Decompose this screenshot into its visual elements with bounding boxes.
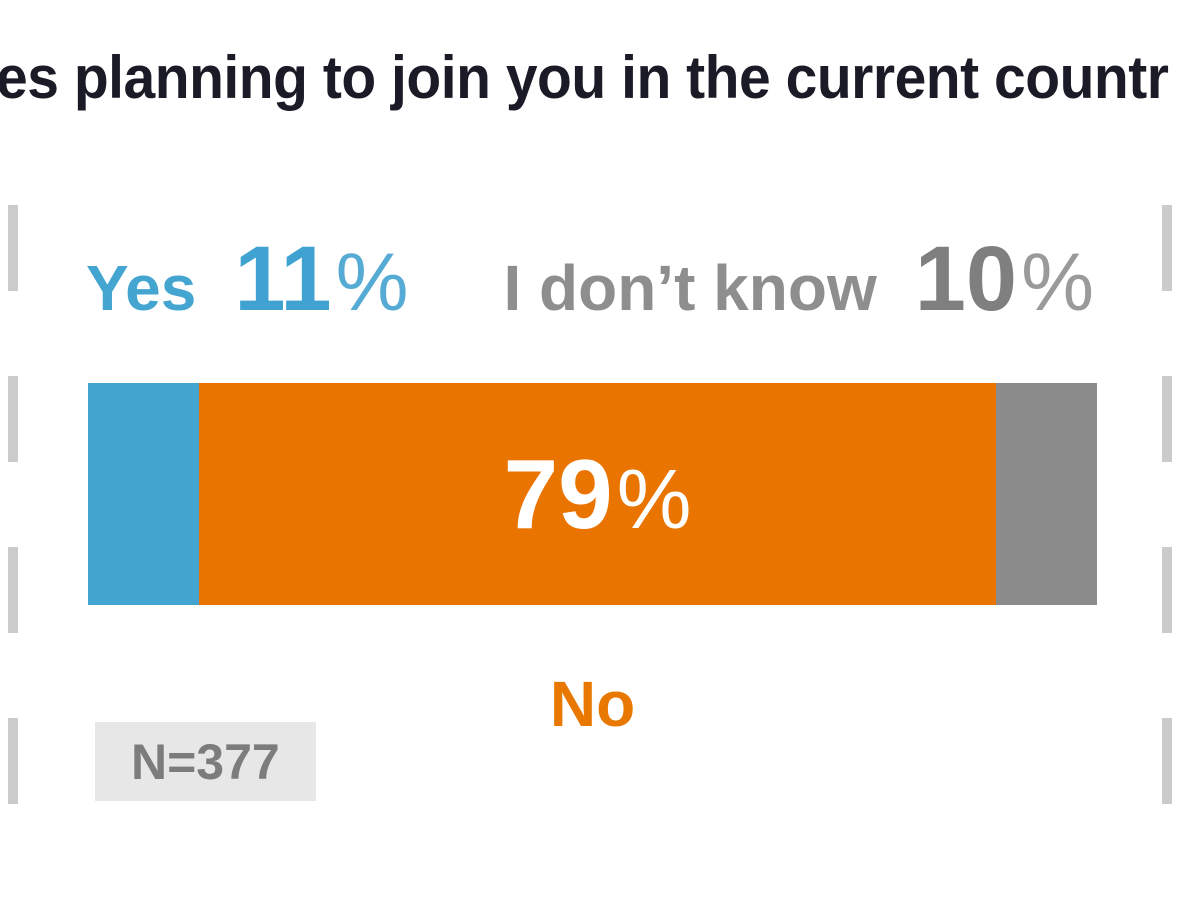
yes-category-label: Yes [86, 252, 197, 324]
right-dashed-border [1162, 205, 1172, 805]
no-value: 79 [503, 439, 613, 549]
dont-know-category-label: I don’t know [503, 252, 877, 324]
no-percent-sign: % [616, 452, 692, 546]
no-category-label: No [549, 668, 636, 740]
bar-segment-no: 79% [198, 383, 997, 605]
chart-title: es planning to join you in the current c… [0, 44, 1169, 111]
dont-know-percent-sign: % [1021, 237, 1094, 328]
left-dashed-border [8, 205, 18, 805]
yes-legend: Yes 11 % [86, 233, 409, 325]
yes-value: 11 [234, 228, 332, 330]
yes-percent-sign: % [335, 237, 409, 328]
bar-segment-yes [88, 383, 199, 605]
sample-size-badge: N=377 [95, 722, 316, 801]
dont-know-value: 10 [914, 228, 1018, 330]
bar-segment-dont-know [996, 383, 1097, 605]
dont-know-legend: I don’t know 10 % [503, 233, 1094, 325]
stacked-bar: 79% [88, 383, 1097, 605]
no-value-label: 79% [504, 445, 692, 543]
